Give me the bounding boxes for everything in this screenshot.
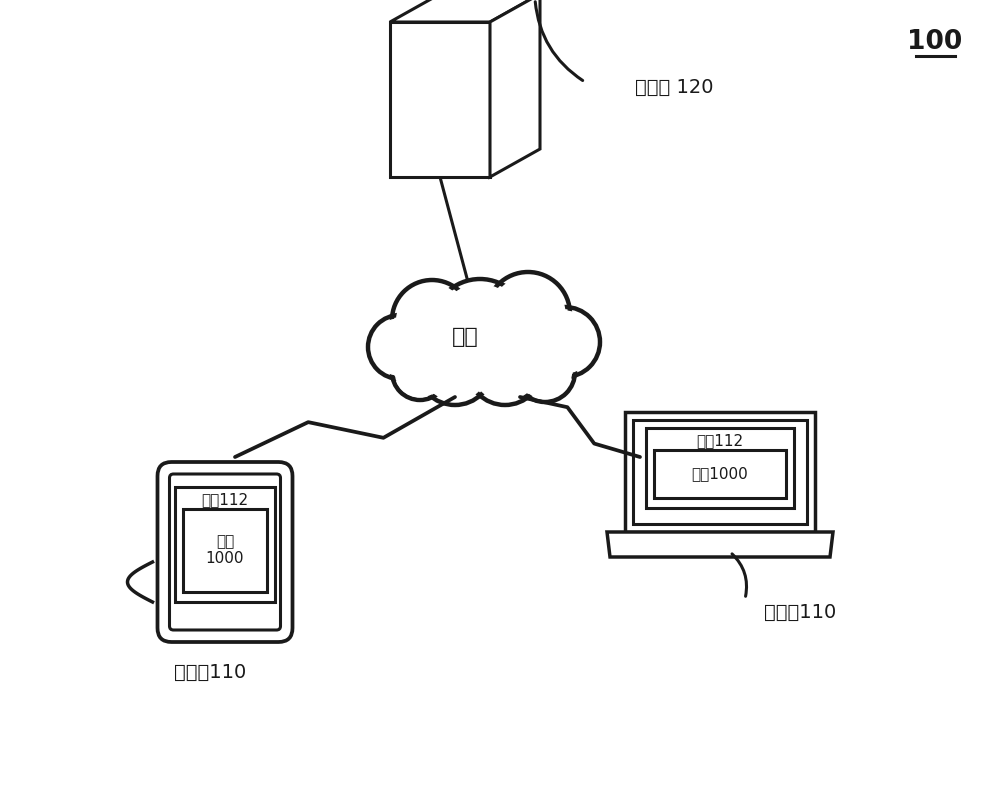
Polygon shape xyxy=(390,22,490,177)
FancyBboxPatch shape xyxy=(170,474,280,630)
Circle shape xyxy=(467,329,543,405)
Text: 网络: 网络 xyxy=(452,327,478,347)
Polygon shape xyxy=(625,412,815,532)
Circle shape xyxy=(438,285,522,369)
Circle shape xyxy=(422,334,488,400)
Bar xyxy=(646,428,794,508)
Circle shape xyxy=(486,272,570,356)
Bar xyxy=(175,486,275,602)
Circle shape xyxy=(519,346,571,398)
Circle shape xyxy=(534,311,596,373)
Circle shape xyxy=(395,347,445,397)
Circle shape xyxy=(372,319,428,375)
Bar xyxy=(654,450,786,498)
Circle shape xyxy=(368,315,432,379)
Text: 应甫112: 应甫112 xyxy=(696,434,744,449)
Text: 服务器 120: 服务器 120 xyxy=(635,77,714,96)
Circle shape xyxy=(472,334,538,400)
Circle shape xyxy=(530,307,600,377)
Text: 装置
1000: 装置 1000 xyxy=(206,534,244,566)
Circle shape xyxy=(417,329,493,405)
Circle shape xyxy=(432,279,528,375)
Circle shape xyxy=(392,280,472,360)
Polygon shape xyxy=(633,420,807,524)
FancyArrowPatch shape xyxy=(732,554,747,596)
Polygon shape xyxy=(390,0,540,22)
Text: 客户端110: 客户端110 xyxy=(174,662,246,681)
Polygon shape xyxy=(607,532,833,557)
Text: 应甫112: 应甫112 xyxy=(201,492,249,507)
Bar xyxy=(183,508,267,591)
Text: 100: 100 xyxy=(907,29,963,55)
Text: 装置1000: 装置1000 xyxy=(692,466,748,481)
Circle shape xyxy=(515,342,575,402)
Circle shape xyxy=(392,344,448,400)
Polygon shape xyxy=(490,0,540,177)
FancyArrowPatch shape xyxy=(535,2,583,80)
Circle shape xyxy=(491,277,565,351)
FancyBboxPatch shape xyxy=(158,462,292,642)
Text: 客户端110: 客户端110 xyxy=(764,603,836,622)
Circle shape xyxy=(397,285,467,355)
